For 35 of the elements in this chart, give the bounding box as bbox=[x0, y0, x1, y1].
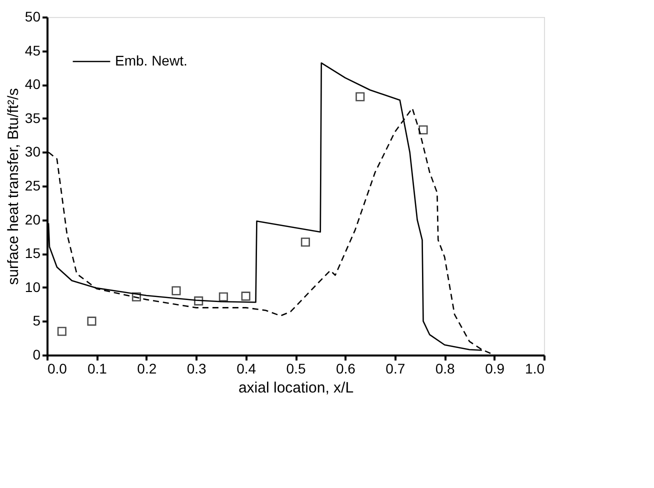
point bbox=[194, 296, 204, 306]
y-tick-label: 15 bbox=[24, 245, 41, 262]
x-axis-title: axial location, x/L bbox=[238, 380, 354, 396]
point bbox=[356, 92, 365, 102]
y-axis-title: surface heat transfer, Btu/ft²/s bbox=[4, 88, 22, 285]
y-tick-label: 5 bbox=[32, 312, 41, 329]
y-tick-label: 40 bbox=[24, 76, 41, 92]
point bbox=[300, 238, 310, 247]
x-tick-label: 0.3 bbox=[186, 360, 207, 376]
y-tick-label: 0 bbox=[32, 346, 41, 362]
x-tick-label: 0.8 bbox=[435, 360, 456, 376]
x-tick-label: 0.9 bbox=[485, 360, 505, 376]
point bbox=[241, 292, 250, 301]
x-tick-label: 0.7 bbox=[386, 360, 406, 376]
x-tick-label: 0.1 bbox=[87, 360, 108, 376]
y-tick-label: 35 bbox=[24, 110, 41, 126]
y-tick-label: 20 bbox=[24, 211, 41, 228]
y-tick-label: 50 bbox=[24, 8, 41, 24]
x-tick-label: 0.4 bbox=[236, 360, 256, 376]
point bbox=[132, 292, 141, 302]
legend-label: Emb. Newt. bbox=[115, 52, 188, 68]
x-tick-label: 1.0 bbox=[525, 360, 545, 376]
x-tick-label: 0.6 bbox=[336, 360, 356, 376]
y-tick-label: 10 bbox=[24, 278, 41, 295]
y-tick-label: 25 bbox=[24, 178, 41, 194]
point bbox=[172, 286, 181, 296]
y-tick-label: 45 bbox=[24, 42, 41, 58]
x-tick-label: 0.2 bbox=[137, 360, 157, 376]
point bbox=[218, 292, 228, 302]
point bbox=[57, 326, 66, 336]
point bbox=[418, 125, 428, 134]
point bbox=[87, 316, 96, 326]
x-tick-label: 0.5 bbox=[286, 360, 306, 376]
x-tick-label: 0.0 bbox=[48, 360, 68, 376]
y-tick-label: 30 bbox=[24, 144, 41, 160]
